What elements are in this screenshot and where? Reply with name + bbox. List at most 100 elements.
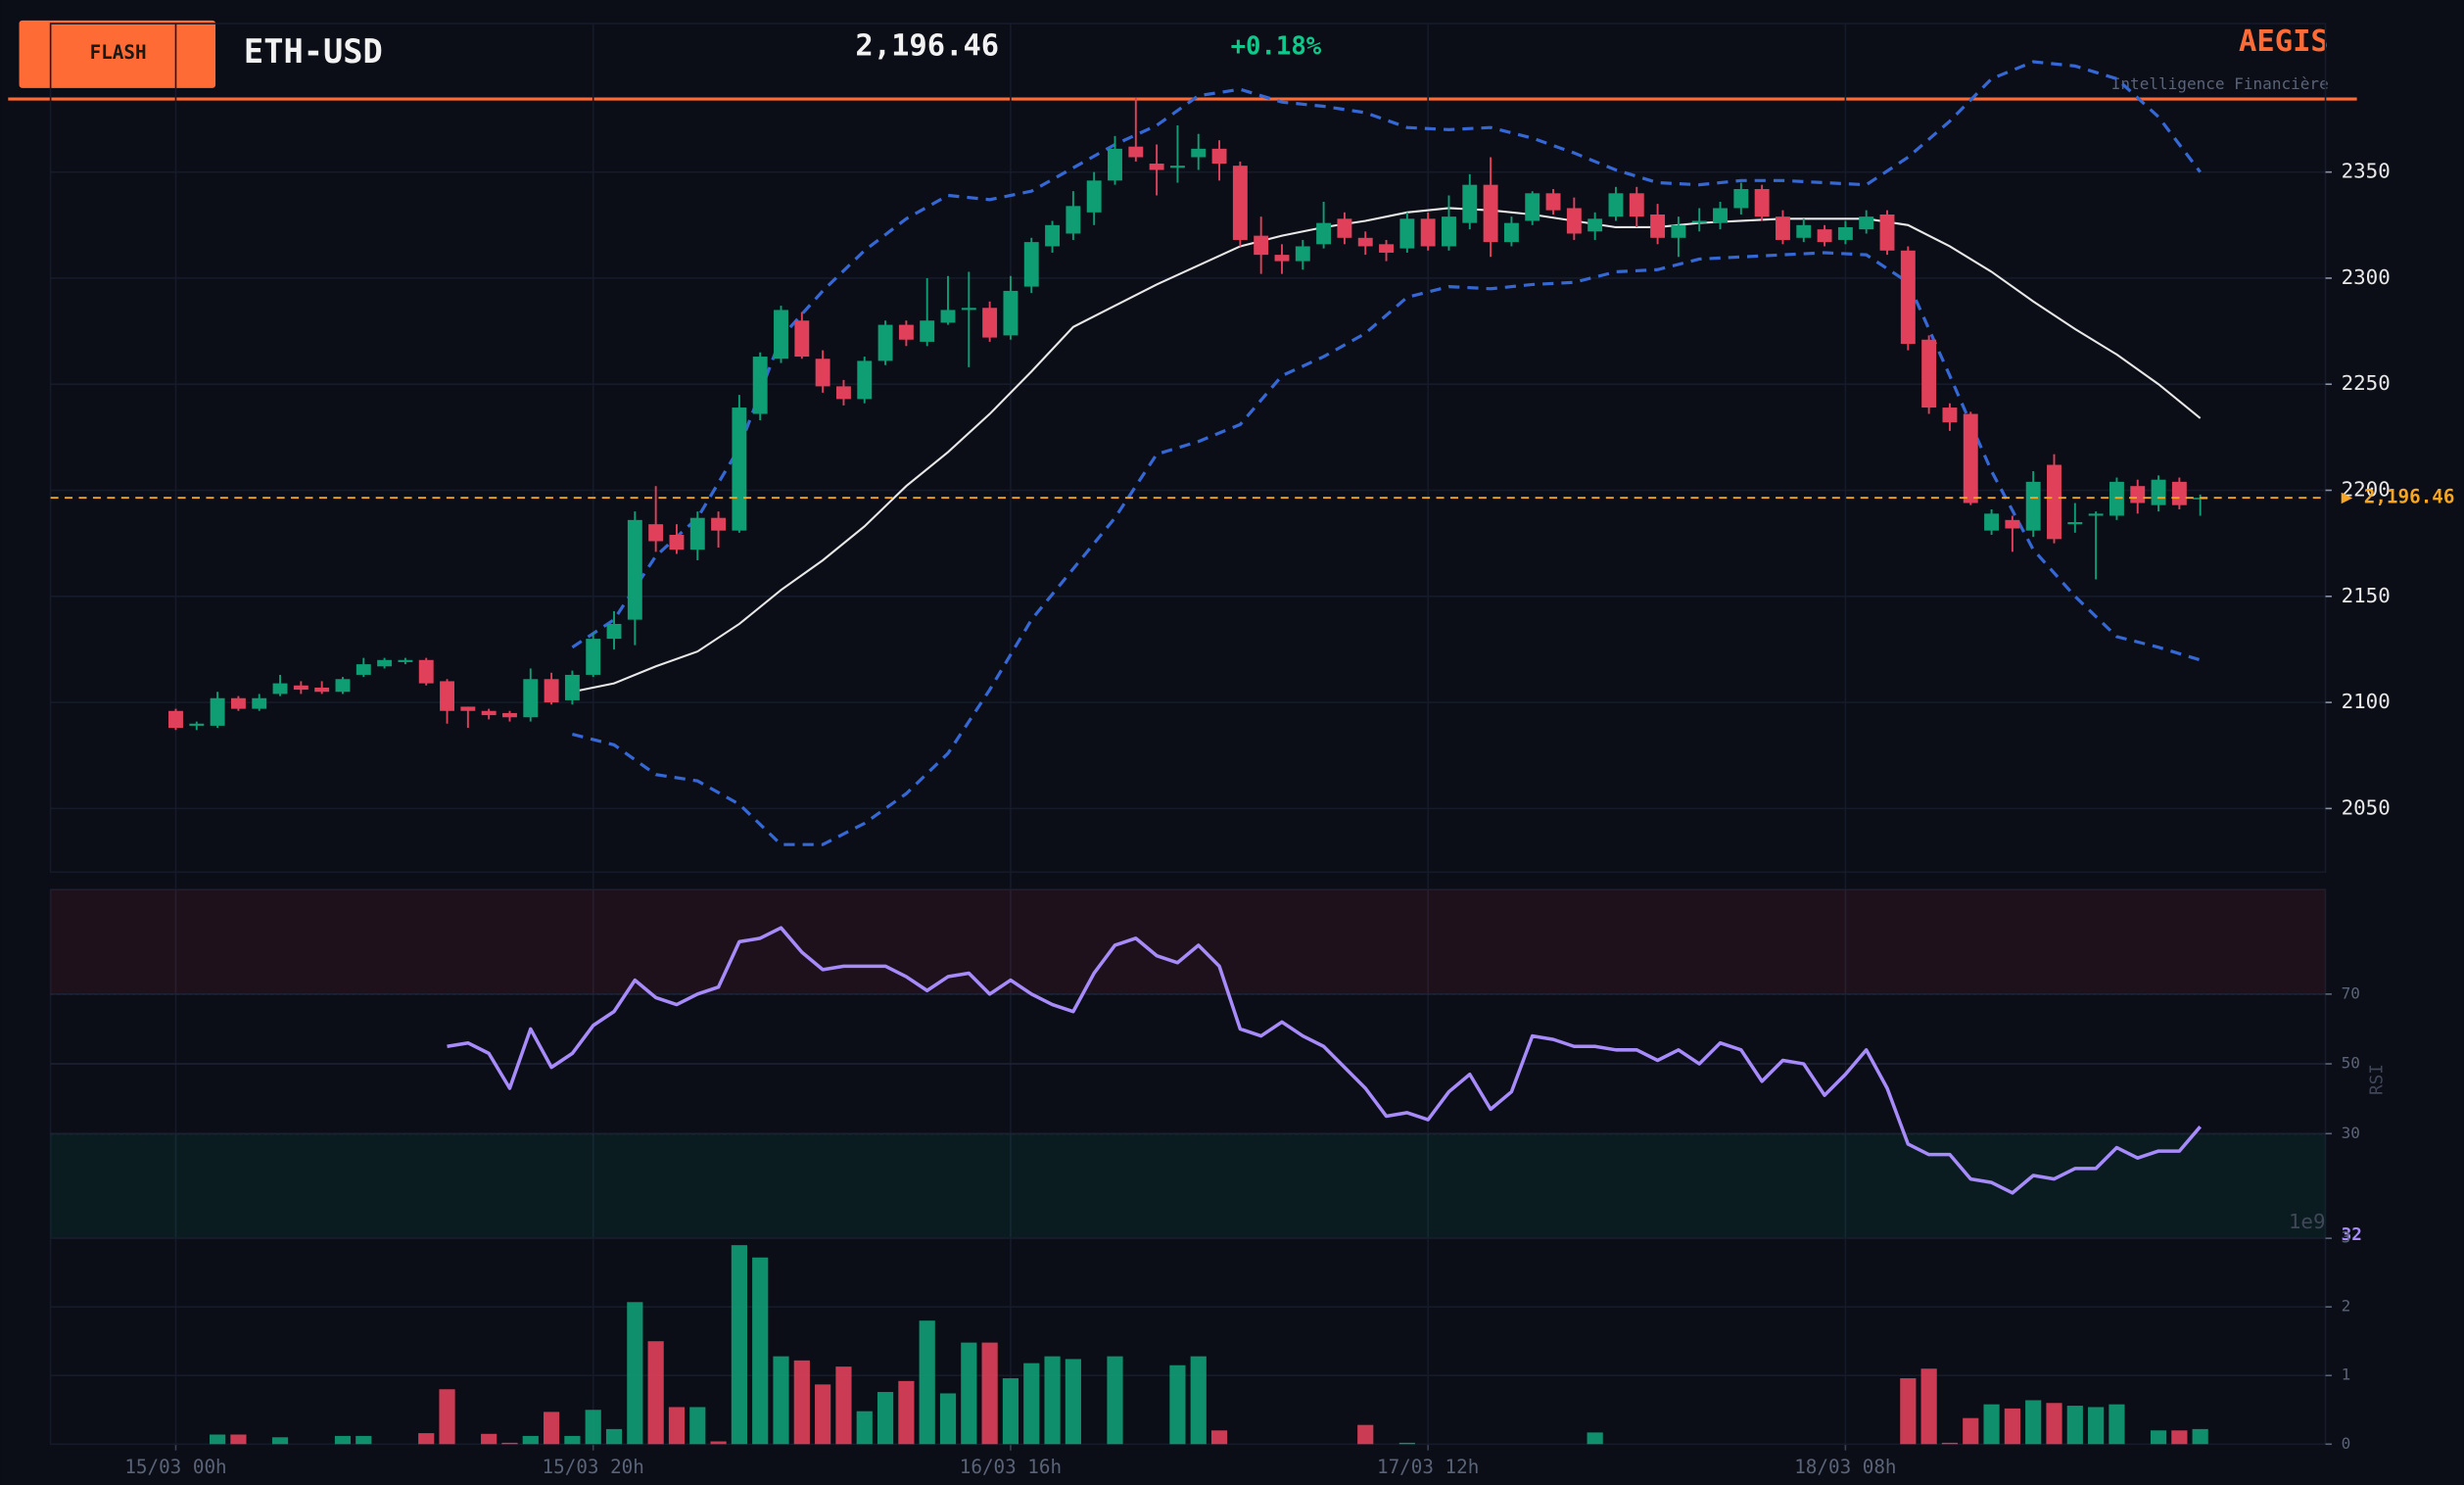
volume-bar	[877, 1392, 894, 1445]
candle-body	[1775, 216, 1790, 240]
candle-body	[1754, 188, 1770, 217]
volume-bar	[815, 1384, 831, 1445]
candle-body	[1066, 206, 1081, 234]
candle-body	[1691, 220, 1707, 223]
candle-body	[398, 659, 413, 662]
panel-frame	[49, 23, 2327, 874]
y-tick-label: 1	[2342, 1365, 2351, 1384]
y-tick-label: 2150	[2342, 584, 2391, 607]
candle-body	[2171, 481, 2187, 505]
volume-bar	[1398, 1442, 1415, 1445]
candle-body	[1503, 222, 1519, 243]
candle-body	[1003, 290, 1019, 336]
volume-bar	[627, 1302, 643, 1445]
volume-bar	[522, 1435, 539, 1445]
candle-body	[898, 324, 914, 340]
volume-bar	[564, 1435, 581, 1445]
volume-bar	[1941, 1442, 1959, 1445]
candle-body	[523, 679, 539, 718]
volume-bar	[1107, 1356, 1123, 1445]
candle-body	[774, 310, 788, 359]
volume-bar	[2192, 1428, 2208, 1445]
tagline: Intelligence Financière	[2111, 74, 2329, 93]
volume-bar	[210, 1434, 226, 1445]
candle-body	[168, 710, 183, 729]
candle-body	[1608, 193, 1624, 217]
overlay-line	[571, 60, 2202, 649]
rsi-line	[447, 926, 2203, 1195]
volume-bar	[2066, 1406, 2083, 1445]
candle-body	[627, 519, 642, 620]
candle-body	[711, 517, 727, 531]
volume-bar	[1587, 1432, 1603, 1445]
volume-bar	[898, 1380, 915, 1445]
badge-text: FLASH	[90, 41, 147, 64]
volume-bar	[1044, 1356, 1061, 1445]
candle-body	[1545, 193, 1561, 211]
candle-body	[1295, 246, 1310, 262]
volume-bar	[1169, 1365, 1186, 1445]
candle-body	[1274, 255, 1290, 262]
candle-body	[1086, 180, 1102, 213]
volume-bar	[543, 1412, 560, 1445]
candle-body	[272, 683, 288, 695]
candle-body	[418, 659, 434, 684]
rsi-zone	[50, 1133, 2326, 1239]
volume-bar	[856, 1411, 873, 1445]
price-line-label: ▶ 2,196.46	[2342, 486, 2455, 508]
candle-body	[732, 407, 747, 531]
volume-bar	[1002, 1378, 1019, 1445]
candle-body	[1525, 193, 1540, 221]
x-tick-label: 16/03 16h	[960, 1456, 1062, 1478]
volume-bar	[793, 1360, 810, 1445]
candle-body	[481, 710, 497, 716]
rsi-zone	[50, 888, 2326, 994]
candle-body	[1796, 224, 1812, 238]
volume-bar	[439, 1389, 455, 1445]
y-tick-label: 0	[2342, 1434, 2351, 1453]
candle-body	[1984, 513, 2000, 531]
candle-body	[1442, 216, 1456, 247]
volume-bar	[605, 1428, 623, 1445]
candle-body	[606, 623, 622, 640]
volume-bar	[1357, 1424, 1374, 1445]
candle-body	[857, 360, 873, 400]
candle-body	[1149, 164, 1164, 170]
candle-body	[1566, 208, 1582, 234]
price-change: +0.18%	[1231, 32, 1322, 62]
candle-body	[1921, 339, 1937, 408]
volume-bar	[710, 1441, 727, 1445]
candle-body	[877, 324, 893, 361]
symbol: ETH-USD	[244, 32, 383, 71]
y-tick-label: 2050	[2342, 795, 2391, 819]
volume-bar	[981, 1342, 998, 1445]
volume-bar	[689, 1407, 706, 1445]
candle-body	[689, 517, 705, 551]
volume-bar	[647, 1341, 664, 1445]
y-tick-label: 3	[2342, 1228, 2351, 1247]
volume-bar	[418, 1433, 435, 1445]
candle-body	[794, 320, 810, 358]
overlay-line	[572, 207, 2202, 694]
volume-bar	[961, 1342, 977, 1445]
overlay-line	[572, 251, 2202, 846]
candle-body	[2088, 513, 2104, 516]
volume-bar	[752, 1257, 769, 1445]
y-tick-label: 50	[2342, 1054, 2360, 1073]
volume-bar	[668, 1407, 686, 1445]
candle-body	[502, 712, 517, 718]
volume-bar	[1920, 1368, 1937, 1445]
y-axis-label: RSI	[2367, 1064, 2387, 1095]
candle-body	[355, 664, 371, 675]
volume-bar	[1065, 1359, 1081, 1445]
candle-body	[1420, 218, 1436, 247]
candle-body	[1337, 218, 1352, 238]
x-tick-label: 18/03 08h	[1794, 1456, 1896, 1478]
candle-body	[1859, 216, 1874, 230]
candle-body	[2151, 479, 2166, 505]
candle-body	[1169, 166, 1185, 168]
candle-body	[1108, 148, 1122, 181]
candle-body	[1879, 214, 1895, 251]
